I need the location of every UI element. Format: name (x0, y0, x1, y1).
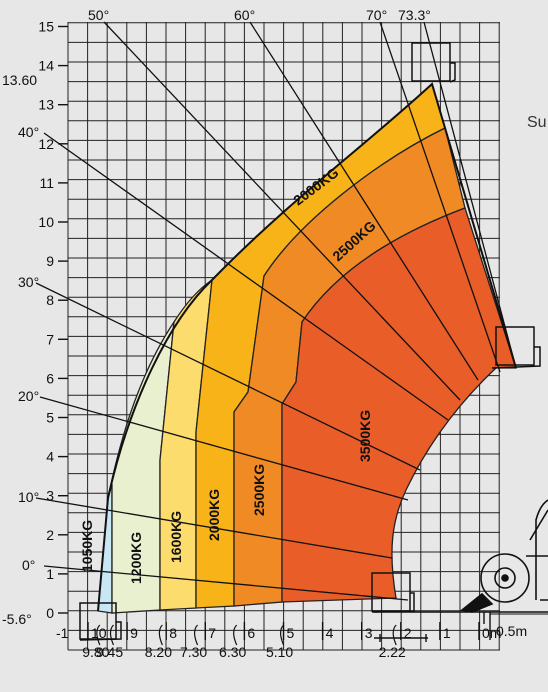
reach-mark-label: 5.10 (266, 644, 293, 660)
x-tick-label: 8 (169, 625, 177, 641)
zone-label-1050kg: 1050KG (79, 520, 95, 572)
zone-label-2500kg-low: 2500KG (251, 464, 267, 516)
reach-mark-label: 7.30 (180, 644, 207, 660)
angle-label-40: 40° (18, 124, 39, 140)
angle-label-0: 0° (22, 557, 35, 573)
y-tick-label: 14 (38, 58, 54, 74)
x-tick-label: 7 (208, 625, 216, 641)
boom-head-top-icon (411, 42, 451, 82)
y-tick-label: 12 (38, 136, 54, 152)
scale-bar (374, 611, 548, 642)
x-tick-label: 5 (287, 625, 295, 641)
angle-label-73: 73.3° (398, 7, 431, 23)
ray-0deg (43, 565, 409, 601)
load-zones (97, 82, 517, 614)
angle-label-30: 30° (18, 274, 39, 290)
x-axis-labels: 10 9 8 7 6 5 4 3 2 1 0m 9.809.45 8.20 7.30 6.30 5.10 2.2… (82, 625, 501, 660)
reach-mark-label: 8.20 (145, 644, 172, 660)
reach-mark-label: 2.22 (379, 644, 406, 660)
max-height-label: 13.60 (2, 72, 37, 88)
y-tick-label: 10 (38, 214, 54, 230)
reach-mark-label: 9.45 (96, 644, 123, 660)
reach-mark-bracket (279, 624, 285, 646)
y-tick-label: 4 (46, 449, 54, 465)
angle-label-70: 70° (366, 7, 387, 23)
x-tick-label: 2 (404, 625, 412, 641)
reach-mark-label: 9.80 (82, 644, 109, 660)
x-tick-label: 4 (326, 625, 334, 641)
zone-label-3500kg: 3500KG (357, 410, 373, 462)
y-tick-label: 3 (46, 488, 54, 504)
x-tick-label: 6 (247, 625, 255, 641)
reach-mark-bracket (193, 624, 199, 646)
min-angle-label: -5.6° (2, 611, 32, 627)
reach-mark-bracket (96, 624, 101, 646)
zone-label-1200kg: 1200KG (128, 532, 144, 584)
reach-mark-bracket (392, 624, 397, 646)
zone-label-2000kg-low: 2000KG (206, 489, 222, 541)
y-tick-label: 8 (46, 292, 54, 308)
boom-head-right-icon (495, 326, 535, 366)
side-text: Su (527, 114, 547, 131)
y-tick-label: 1 (46, 566, 54, 582)
reach-mark-label: 6.30 (219, 644, 246, 660)
y-tick-label: 11 (39, 175, 54, 191)
y-tick-label: 5 (46, 410, 54, 426)
y-tick-label: 15 (38, 19, 54, 35)
y-tick-label: 6 (46, 370, 54, 386)
angle-label-60: 60° (234, 7, 255, 23)
ray-20deg (39, 396, 409, 501)
zone-label-1600kg: 1600KG (168, 511, 184, 563)
y-tick-label: 13 (38, 97, 54, 113)
x-tick-label: 9 (130, 625, 138, 641)
x-tick-minus-1: -1 (56, 625, 69, 641)
y-tick-label: 0 (46, 605, 54, 621)
ray-50deg (103, 21, 461, 401)
angle-label-50: 50° (88, 7, 109, 23)
ray-10deg (35, 497, 393, 559)
boom-angle-lines (35, 21, 517, 601)
angle-label-10: 10° (18, 489, 39, 505)
scale-bar-label: 0.5m (496, 623, 527, 639)
ray-40deg (43, 132, 449, 421)
ray-70deg (379, 21, 501, 373)
machine-icon (460, 499, 548, 613)
reach-mark-bracket (158, 624, 163, 646)
reach-mark-bracket (109, 624, 115, 646)
ray-73deg (423, 21, 517, 369)
x-tick-label: 0m (482, 625, 501, 641)
angle-label-20: 20° (18, 388, 39, 404)
zone-3500kg-fill (281, 207, 517, 603)
y-tick-label: 7 (46, 331, 54, 347)
x-tick-label: 1 (443, 625, 451, 641)
y-tick-label: 2 (46, 527, 54, 543)
envelope-outline (97, 82, 517, 612)
reach-mark-bracket (233, 624, 238, 646)
ray-60deg (249, 21, 479, 381)
angle-labels: 0° 10° 20° 30° 40° 50° 60° 70° 73.3° (18, 7, 431, 573)
ray-30deg (35, 282, 421, 471)
x-tick-label: 10 (91, 625, 107, 641)
y-tick-label: 9 (46, 253, 54, 269)
x-tick-label: 3 (365, 625, 373, 641)
